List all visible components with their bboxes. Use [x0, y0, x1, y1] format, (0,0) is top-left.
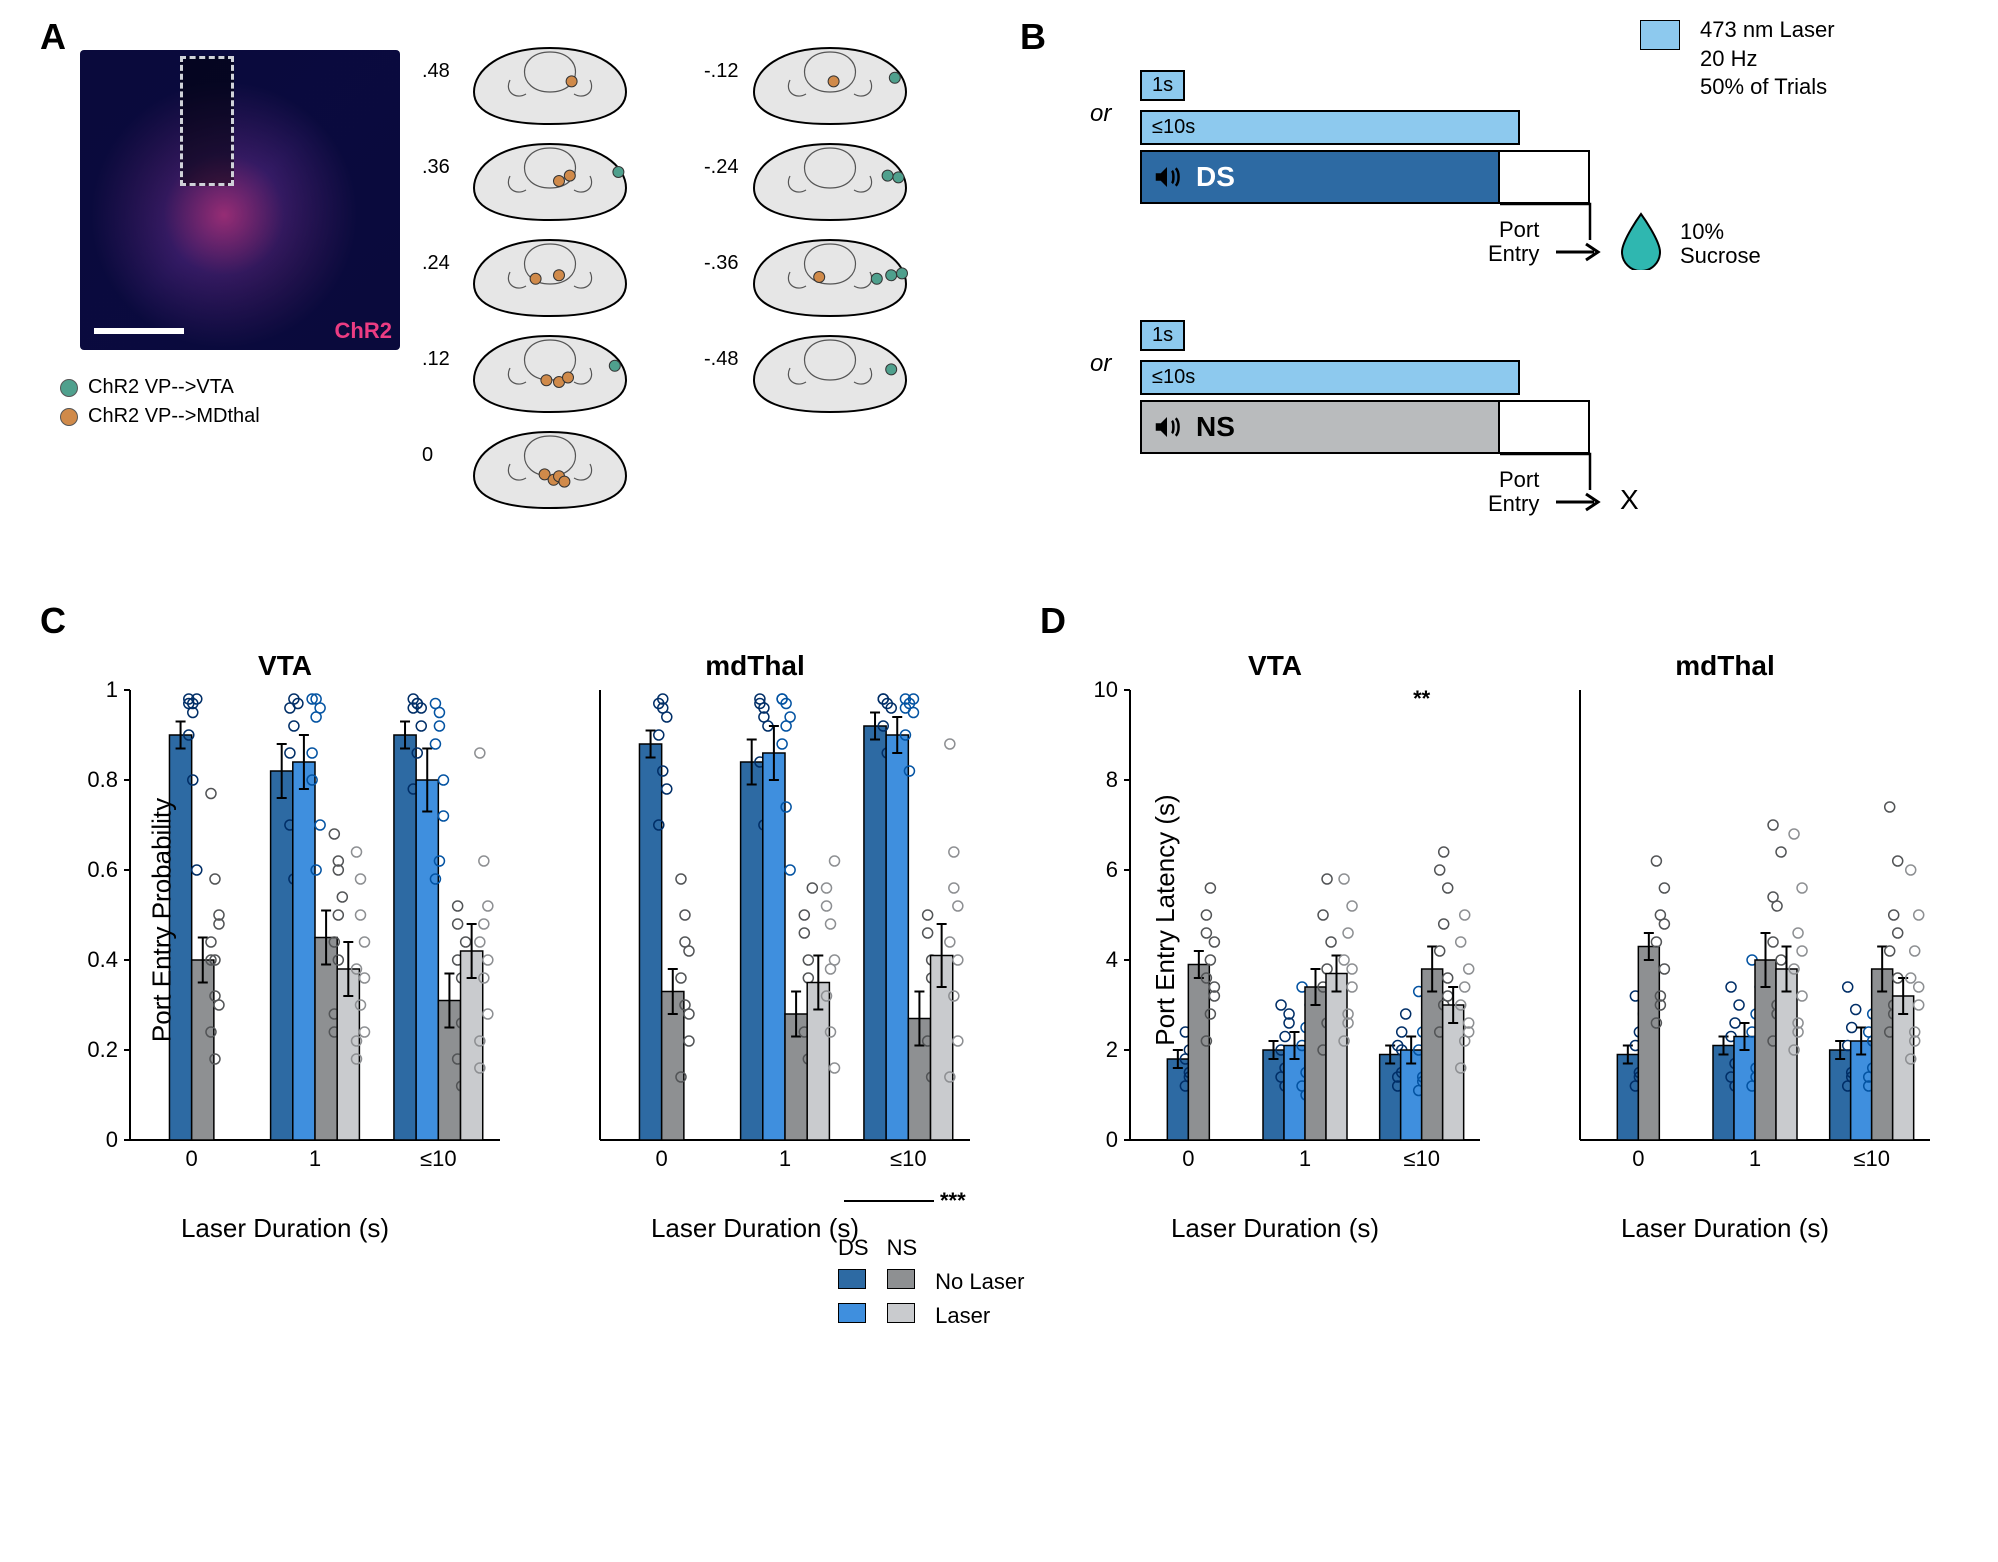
coord-label: .48: [422, 60, 450, 83]
y-axis-label: Port Entry Latency (s): [1150, 794, 1181, 1045]
subplot-title: VTA: [1060, 650, 1490, 682]
arrow-icon: [1556, 490, 1606, 514]
svg-text:≤10: ≤10: [1853, 1146, 1890, 1171]
svg-text:1: 1: [1299, 1146, 1311, 1171]
scale-bar: [94, 328, 184, 334]
arrow-icon: [1556, 240, 1606, 264]
legend-dot: [60, 379, 78, 397]
x-axis-label: Laser Duration (s): [1060, 1213, 1490, 1244]
drop-icon: [1616, 210, 1666, 270]
svg-text:0.4: 0.4: [87, 947, 118, 972]
laser-spec: 473 nm Laser 20 Hz 50% of Trials: [1700, 16, 1835, 102]
svg-text:0: 0: [186, 1146, 198, 1171]
svg-text:1: 1: [106, 677, 118, 702]
coord-label: .24: [422, 252, 450, 275]
x-label: X: [1620, 484, 1639, 516]
laser-le10-ds: ≤10s: [1140, 110, 1520, 145]
svg-text:0: 0: [1632, 1146, 1644, 1171]
panel-d-mdthal: mdThal01≤10Laser Duration (s): [1510, 650, 1940, 1190]
brain-slice: [460, 232, 640, 322]
svg-text:≤10: ≤10: [1403, 1146, 1440, 1171]
panel-c: VTA 0 0.2 0.4 0.6 0.8 1 0 1 ≤10 Port Entry Probabi…: [40, 620, 1000, 1320]
svg-text:≤10: ≤10: [890, 1146, 927, 1171]
svg-text:0.6: 0.6: [87, 857, 118, 882]
histology-legend: ChR2 VP-->VTA ChR2 VP-->MDthal: [60, 370, 260, 434]
port-entry-ds: PortEntry: [1488, 218, 1539, 266]
or-label: or: [1090, 350, 1111, 378]
chr2-label: ChR2: [335, 318, 392, 344]
x-axis-label: Laser Duration (s): [1510, 1213, 1940, 1244]
svg-text:1: 1: [1749, 1146, 1761, 1171]
panel-b: 473 nm Laser 20 Hz 50% of Trials 1s or ≤…: [1020, 20, 1960, 580]
bar-legend: ***DSNSNo LaserLaser: [810, 1230, 1034, 1334]
subplot-title: mdThal: [530, 650, 980, 682]
legend-dot: [60, 408, 78, 426]
brain-slice: [460, 328, 640, 418]
svg-text:6: 6: [1106, 857, 1118, 882]
brain-slice: [740, 136, 920, 226]
laser-le10-ns: ≤10s: [1140, 360, 1520, 395]
coord-label: -.48: [704, 348, 738, 371]
panel-d-vta: VTA024681001≤10**Port Entry Latency (s)L…: [1060, 650, 1490, 1190]
brain-slice: [740, 40, 920, 130]
svg-text:0.8: 0.8: [87, 767, 118, 792]
coord-label: -.12: [704, 60, 738, 83]
sucrose-label: 10%Sucrose: [1680, 220, 1761, 268]
coord-label: -.36: [704, 252, 738, 275]
y-axis-label: Port Entry Probability: [147, 798, 178, 1042]
ds-text: DS: [1196, 161, 1235, 193]
subplot-title: VTA: [60, 650, 510, 682]
coord-label: .36: [422, 156, 450, 179]
laser-spec-line: 20 Hz: [1700, 45, 1835, 74]
or-label: or: [1090, 100, 1111, 128]
svg-text:8: 8: [1106, 767, 1118, 792]
brain-sections-right: [740, 40, 920, 424]
speaker-icon: [1152, 412, 1182, 442]
panel-c-vta: VTA 0 0.2 0.4 0.6 0.8 1 0 1 ≤10 Port Entry Probabi…: [60, 650, 510, 1190]
panel-a: ChR2 ChR2 VP-->VTA ChR2 VP-->MDthal: [40, 30, 960, 550]
svg-text:0: 0: [106, 1127, 118, 1152]
svg-text:10: 10: [1094, 677, 1118, 702]
svg-text:4: 4: [1106, 947, 1118, 972]
panel-c-mdthal: mdThal01≤10Laser Duration (s): [530, 650, 980, 1190]
laser-1s-ds: 1s: [1140, 70, 1185, 101]
port-entry-ns: PortEntry: [1488, 468, 1539, 516]
probe-outline: [180, 56, 234, 186]
brain-slice: [460, 136, 640, 226]
brain-slice: [460, 424, 640, 514]
ns-cue: NS: [1140, 400, 1500, 454]
svg-text:2: 2: [1106, 1037, 1118, 1062]
svg-text:**: **: [1413, 686, 1431, 711]
laser-1s-ns: 1s: [1140, 320, 1185, 351]
brain-slice: [740, 232, 920, 322]
brain-slice: [460, 40, 640, 130]
brain-slice: [740, 328, 920, 418]
svg-text:0: 0: [1106, 1127, 1118, 1152]
svg-text:0: 0: [1182, 1146, 1194, 1171]
x-axis-label: Laser Duration (s): [60, 1213, 510, 1244]
svg-text:0: 0: [656, 1146, 668, 1171]
legend-label: ChR2 VP-->VTA: [88, 376, 234, 399]
svg-text:0.2: 0.2: [87, 1037, 118, 1062]
svg-text:≤10: ≤10: [420, 1146, 457, 1171]
ds-cue: DS: [1140, 150, 1500, 204]
coord-label: .12: [422, 348, 450, 371]
laser-spec-line: 473 nm Laser: [1700, 16, 1835, 45]
svg-text:1: 1: [309, 1146, 321, 1171]
brain-sections-left: [460, 40, 640, 520]
speaker-icon: [1152, 162, 1182, 192]
svg-text:1: 1: [779, 1146, 791, 1171]
laser-swatch: [1640, 20, 1680, 50]
coord-label: 0: [422, 444, 433, 467]
laser-spec-line: 50% of Trials: [1700, 73, 1835, 102]
legend-label: ChR2 VP-->MDthal: [88, 405, 260, 428]
panel-d: VTA024681001≤10**Port Entry Latency (s)L…: [1040, 620, 1960, 1320]
ns-text: NS: [1196, 411, 1235, 443]
histology-image: ChR2: [80, 50, 400, 350]
subplot-title: mdThal: [1510, 650, 1940, 682]
coord-label: -.24: [704, 156, 738, 179]
